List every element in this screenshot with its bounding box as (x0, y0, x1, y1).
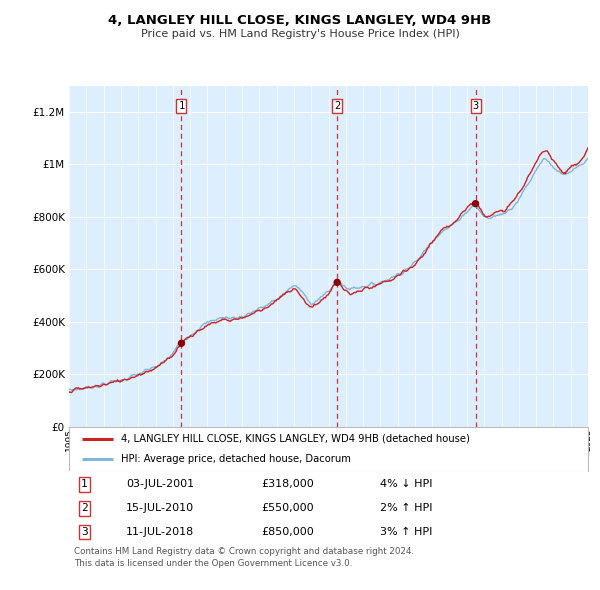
Point (332, 278, 342, 287)
Text: 3: 3 (472, 101, 479, 111)
Text: Contains HM Land Registry data © Crown copyright and database right 2024.
This d: Contains HM Land Registry data © Crown c… (74, 547, 415, 568)
Text: 4, LANGLEY HILL CLOSE, KINGS LANGLEY, WD4 9HB: 4, LANGLEY HILL CLOSE, KINGS LANGLEY, WD… (109, 14, 491, 27)
Text: 2: 2 (81, 503, 88, 513)
Text: 15-JUL-2010: 15-JUL-2010 (126, 503, 194, 513)
Text: 2: 2 (334, 101, 340, 111)
Text: HPI: Average price, detached house, Dacorum: HPI: Average price, detached house, Daco… (121, 454, 351, 464)
Text: £550,000: £550,000 (261, 503, 314, 513)
Text: 4, LANGLEY HILL CLOSE, KINGS LANGLEY, WD4 9HB (detached house): 4, LANGLEY HILL CLOSE, KINGS LANGLEY, WD… (121, 434, 470, 444)
Text: 11-JUL-2018: 11-JUL-2018 (126, 527, 194, 537)
Text: 3% ↑ HPI: 3% ↑ HPI (380, 527, 433, 537)
Text: 2% ↑ HPI: 2% ↑ HPI (380, 503, 433, 513)
Text: £318,000: £318,000 (261, 479, 314, 489)
Point (471, 199, 481, 208)
Text: 03-JUL-2001: 03-JUL-2001 (126, 479, 194, 489)
Text: 1: 1 (81, 479, 88, 489)
Text: 1: 1 (178, 101, 185, 111)
Text: 4% ↓ HPI: 4% ↓ HPI (380, 479, 433, 489)
Text: 3: 3 (81, 527, 88, 537)
Text: £850,000: £850,000 (261, 527, 314, 537)
Text: Price paid vs. HM Land Registry's House Price Index (HPI): Price paid vs. HM Land Registry's House … (140, 30, 460, 39)
Point (176, 339, 186, 348)
